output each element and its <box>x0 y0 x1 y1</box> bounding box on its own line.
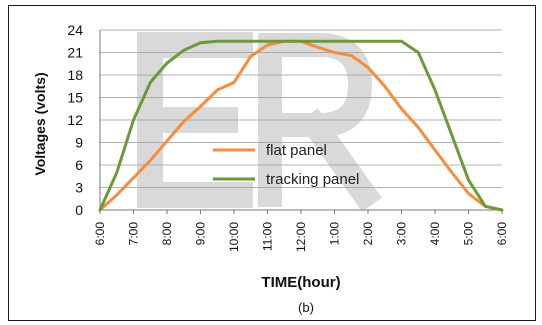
legend-label-flat-panel: flat panel <box>266 142 327 159</box>
figure-caption: (b) <box>298 300 314 315</box>
y-tick-label-0: 0 <box>75 202 83 218</box>
x-tick-label-4: 10:00 <box>227 222 241 252</box>
x-tick-label-12: 6:00 <box>495 222 509 246</box>
y-tick-label-5: 15 <box>67 90 83 106</box>
y-tick-label-6: 18 <box>67 67 83 83</box>
gridlines <box>100 29 502 188</box>
x-tick-label-11: 5:00 <box>462 222 476 246</box>
series-lines <box>98 39 504 212</box>
x-tick-label-5: 11:00 <box>261 222 275 251</box>
y-tick-label-8: 24 <box>67 22 83 38</box>
y-tick-label-3: 9 <box>75 135 83 151</box>
y-tick-label-1: 3 <box>75 180 83 196</box>
y-tick-label-4: 12 <box>67 112 83 128</box>
x-tick-label-0: 6:00 <box>93 222 107 246</box>
legend-label-tracking-panel: tracking panel <box>266 171 359 188</box>
y-axis-ticks: 0 3 6 9 12 15 18 21 24 <box>67 22 83 218</box>
y-tick-label-2: 6 <box>75 157 83 173</box>
x-tick-label-1: 7:00 <box>127 222 141 246</box>
y-tick-label-7: 21 <box>67 45 83 61</box>
x-tick-label-8: 2:00 <box>361 222 375 246</box>
legend: flat panel tracking panel <box>213 142 359 188</box>
x-axis-ticks: 6:00 7:00 8:00 9:00 10:00 11:00 12:00 1:00 2:00 3… <box>93 210 509 252</box>
y-axis-title: Voltages (volts) <box>32 72 48 175</box>
x-tick-label-2: 8:00 <box>160 222 174 246</box>
x-axis-title: TIME(hour) <box>261 274 340 291</box>
series-line-tracking-panel <box>98 39 504 212</box>
x-tick-label-10: 4:00 <box>428 222 442 246</box>
x-tick-label-6: 12:00 <box>294 222 308 252</box>
x-tick-label-7: 1:00 <box>328 222 342 246</box>
x-tick-label-9: 3:00 <box>395 222 409 246</box>
x-tick-label-3: 9:00 <box>194 222 208 246</box>
